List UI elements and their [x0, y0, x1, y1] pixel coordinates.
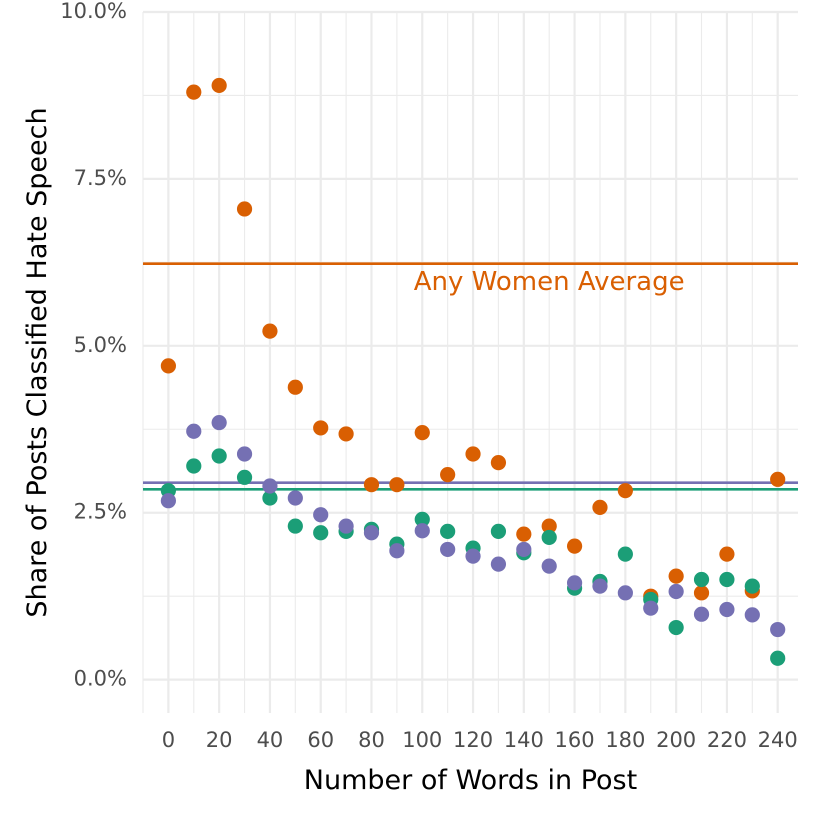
y-axis-title: Share of Posts Classified Hate Speech [22, 107, 53, 617]
point-s1-3 [236, 469, 253, 485]
point-s0-15 [541, 518, 557, 534]
point-s2-13 [490, 556, 507, 572]
point-s1-21 [693, 571, 710, 588]
x-tick-label: 80 [358, 728, 385, 752]
point-s0-6 [313, 420, 329, 436]
point-s0-11 [440, 467, 456, 483]
x-tick-label: 40 [257, 728, 284, 752]
point-s1-24 [770, 650, 786, 666]
point-s1-18 [617, 546, 633, 562]
point-s2-24 [770, 621, 786, 638]
point-s1-11 [440, 523, 456, 540]
point-s0-10 [414, 425, 430, 441]
point-s0-1 [186, 84, 202, 100]
point-s1-15 [541, 529, 557, 546]
point-s0-8 [363, 477, 380, 493]
point-s2-23 [744, 607, 760, 623]
x-tick-label: 140 [504, 728, 544, 752]
point-s0-12 [465, 446, 481, 462]
data-points [160, 77, 786, 666]
point-s2-19 [643, 600, 659, 616]
x-tick-label: 0 [162, 728, 175, 752]
average-lines [143, 262, 798, 491]
x-tick-label: 20 [206, 728, 233, 752]
point-s2-17 [592, 578, 608, 594]
point-s2-6 [313, 507, 329, 523]
point-s2-3 [236, 446, 253, 462]
point-s1-23 [744, 578, 760, 594]
point-s0-4 [262, 323, 278, 339]
point-s2-21 [693, 606, 710, 622]
point-s0-7 [338, 426, 354, 442]
point-s0-2 [211, 77, 227, 94]
y-tick-label: 0.0% [74, 667, 127, 691]
point-s2-4 [262, 478, 278, 494]
point-s1-22 [719, 571, 735, 588]
point-s2-5 [287, 490, 303, 506]
point-s2-22 [719, 601, 735, 618]
point-s2-10 [414, 523, 430, 539]
point-s2-11 [440, 541, 456, 558]
point-s2-2 [211, 414, 227, 431]
point-s2-8 [363, 525, 380, 541]
point-s0-3 [236, 201, 253, 217]
point-s0-0 [160, 358, 176, 374]
x-tick-label: 100 [402, 728, 442, 752]
point-s2-16 [566, 575, 583, 591]
annotation-label: Any Women Average [414, 267, 685, 297]
x-tick-label: 160 [555, 728, 595, 752]
point-s0-9 [389, 477, 405, 493]
x-tick-label: 60 [307, 728, 334, 752]
point-s1-1 [186, 458, 202, 474]
point-s2-0 [160, 493, 176, 509]
point-s2-9 [389, 543, 405, 559]
point-s0-13 [490, 455, 507, 471]
point-s0-20 [668, 568, 684, 584]
x-tick-labels: 0 20 40 60 80 100 120 140 160 180 200 220 240 [162, 728, 798, 752]
point-s0-21 [693, 585, 710, 601]
point-s2-12 [465, 548, 481, 564]
point-s0-5 [287, 379, 303, 395]
x-tick-label: 240 [758, 728, 798, 752]
y-tick-label: 5.0% [74, 333, 127, 357]
x-tick-label: 180 [605, 728, 645, 752]
point-s0-14 [516, 526, 532, 542]
point-s2-14 [516, 541, 532, 558]
point-s0-24 [770, 471, 786, 487]
point-s0-17 [592, 499, 608, 515]
x-axis-title: Number of Words in Post [304, 765, 637, 796]
point-s0-22 [719, 546, 735, 562]
y-tick-label: 2.5% [74, 500, 127, 524]
y-tick-label: 7.5% [74, 166, 127, 190]
point-s0-16 [566, 538, 583, 554]
point-s1-4 [262, 490, 278, 506]
point-s2-7 [338, 518, 354, 534]
point-s1-10 [414, 511, 430, 527]
point-s2-15 [541, 558, 557, 574]
y-tick-label: 10.0% [60, 0, 127, 23]
y-tick-labels: 0.0% 2.5% 5.0% 7.5% 10.0% [60, 0, 127, 691]
point-s1-2 [211, 448, 227, 464]
point-s2-20 [668, 583, 684, 600]
x-tick-label: 220 [707, 728, 747, 752]
annotations: Any Women Average [414, 267, 685, 297]
point-s1-13 [490, 523, 507, 540]
point-s1-5 [287, 518, 303, 534]
x-tick-label: 200 [656, 728, 696, 752]
point-s1-20 [668, 619, 684, 636]
x-tick-label: 120 [453, 728, 493, 752]
point-s1-6 [313, 525, 329, 541]
point-s2-1 [186, 423, 202, 439]
point-s2-18 [617, 585, 633, 601]
point-s0-18 [617, 483, 633, 499]
